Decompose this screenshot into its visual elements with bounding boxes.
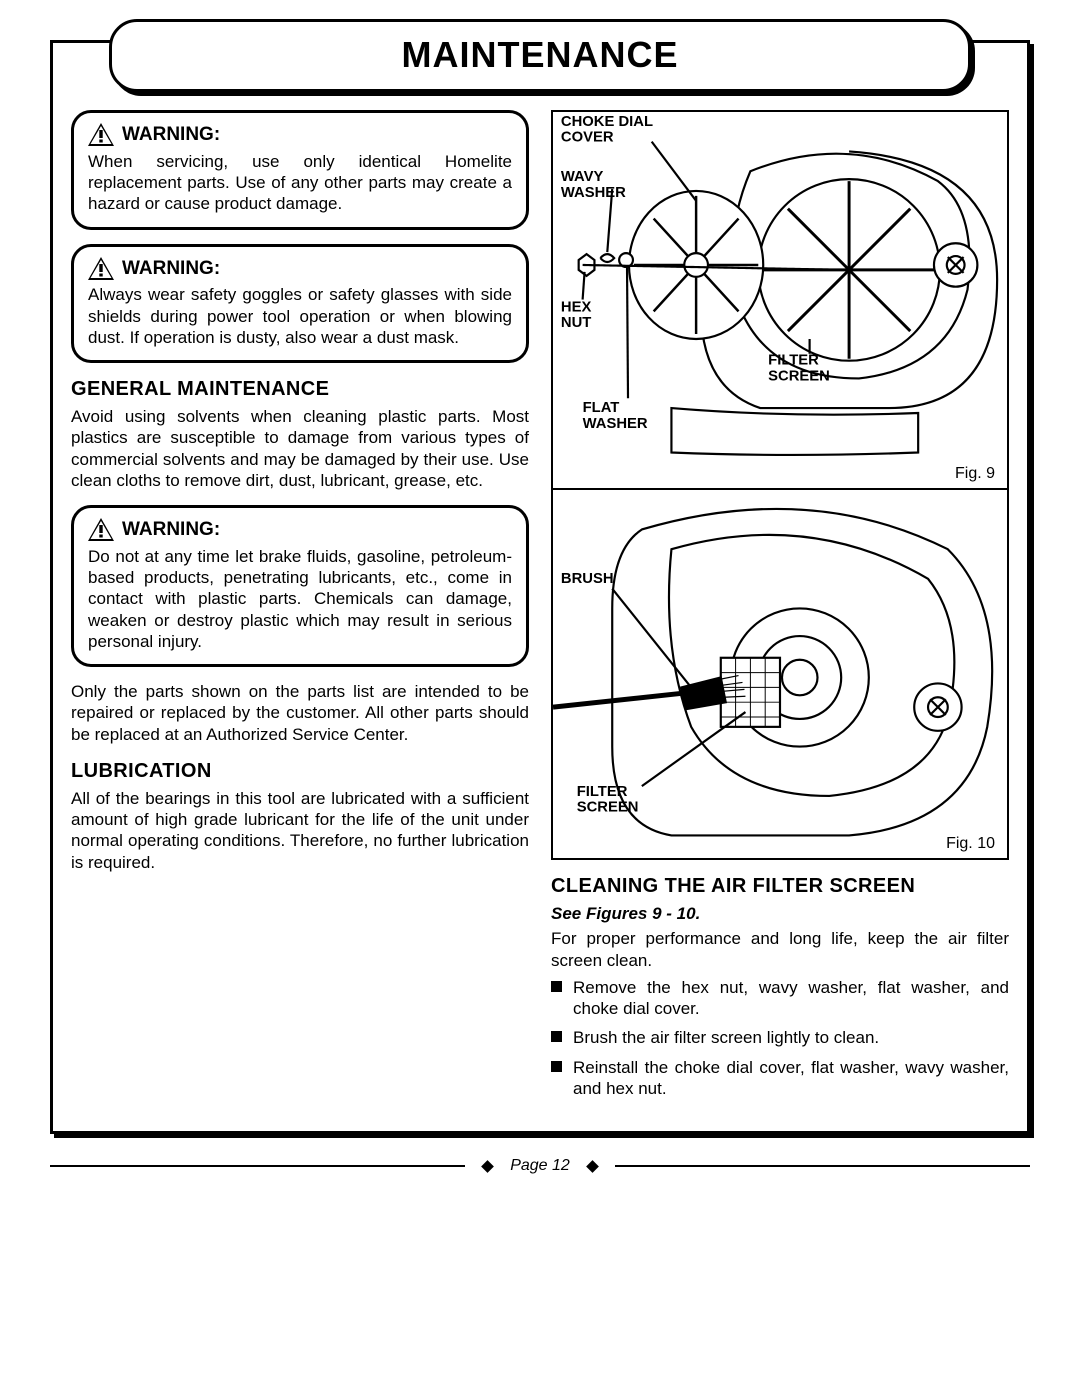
page-title: MAINTENANCE: [112, 32, 969, 77]
section-heading-lubrication: LUBRICATION: [71, 759, 529, 784]
callout-filter-screen: FILTERSCREEN: [768, 353, 857, 384]
list-item: Reinstall the choke dial cover, flat was…: [551, 1057, 1009, 1100]
warning-label: WARNING:: [122, 518, 220, 542]
warning-text: Always wear safety goggles or safety gla…: [88, 284, 512, 348]
instruction-list: Remove the hex nut, wavy washer, flat wa…: [551, 977, 1009, 1099]
callout-flat-washer: FLATWASHER: [583, 400, 682, 431]
footer-rule: [50, 1165, 465, 1167]
warning-box-2: WARNING: Always wear safety goggles or s…: [71, 244, 529, 364]
body-paragraph: For proper performance and long life, ke…: [551, 928, 1009, 971]
figure-caption: Fig. 9: [953, 464, 997, 484]
left-column: WARNING: When servicing, use only identi…: [71, 110, 529, 1107]
warning-label: WARNING:: [122, 257, 220, 281]
section-heading-cleaning: CLEANING THE AIR FILTER SCREEN: [551, 874, 1009, 899]
callout-hex-nut: HEXNUT: [561, 300, 620, 331]
two-column-layout: WARNING: When servicing, use only identi…: [71, 110, 1009, 1107]
figure-9-illustration: CHOKE DIALCOVER WAVYWASHER HEXNUT FILTER…: [553, 112, 1007, 485]
warning-heading: WARNING:: [88, 518, 512, 542]
warning-triangle-icon: [88, 518, 114, 541]
warning-text: When servicing, use only identical Homel…: [88, 151, 512, 215]
page-number: Page 12: [510, 1156, 570, 1176]
section-heading-general: GENERAL MAINTENANCE: [71, 377, 529, 402]
callout-wavy-washer: WAVYWASHER: [561, 169, 650, 200]
callout-filter-screen: FILTERSCREEN: [577, 784, 666, 815]
page-frame: MAINTENANCE WARNING: When servicing, use…: [50, 40, 1030, 1134]
right-column: CHOKE DIALCOVER WAVYWASHER HEXNUT FILTER…: [551, 110, 1009, 1107]
body-paragraph: All of the bearings in this tool are lub…: [71, 788, 529, 873]
list-item: Remove the hex nut, wavy washer, flat wa…: [551, 977, 1009, 1020]
footer-diamond-icon: [481, 1160, 494, 1173]
page-footer: Page 12: [50, 1156, 1030, 1176]
warning-triangle-icon: [88, 123, 114, 146]
warning-label: WARNING:: [122, 123, 220, 147]
figure-10: BRUSH FILTERSCREEN Fig. 10: [551, 490, 1009, 860]
list-item: Brush the air filter screen lightly to c…: [551, 1027, 1009, 1048]
title-bar: MAINTENANCE: [109, 19, 972, 92]
footer-diamond-icon: [586, 1160, 599, 1173]
callout-brush: BRUSH: [561, 571, 640, 587]
warning-triangle-icon: [88, 257, 114, 280]
body-paragraph: Only the parts shown on the parts list a…: [71, 681, 529, 745]
warning-heading: WARNING:: [88, 257, 512, 281]
warning-box-3: WARNING: Do not at any time let brake fl…: [71, 505, 529, 667]
warning-box-1: WARNING: When servicing, use only identi…: [71, 110, 529, 230]
figure-caption: Fig. 10: [944, 834, 997, 854]
figure-9: CHOKE DIALCOVER WAVYWASHER HEXNUT FILTER…: [551, 110, 1009, 490]
footer-rule: [615, 1165, 1030, 1167]
body-paragraph: Avoid using solvents when cleaning plast…: [71, 406, 529, 491]
warning-heading: WARNING:: [88, 123, 512, 147]
warning-text: Do not at any time let brake fluids, gas…: [88, 546, 512, 652]
see-figures-ref: See Figures 9 - 10.: [551, 903, 1009, 924]
figure-10-illustration: BRUSH FILTERSCREEN: [553, 490, 1007, 853]
callout-choke-dial-cover: CHOKE DIALCOVER: [561, 114, 699, 145]
